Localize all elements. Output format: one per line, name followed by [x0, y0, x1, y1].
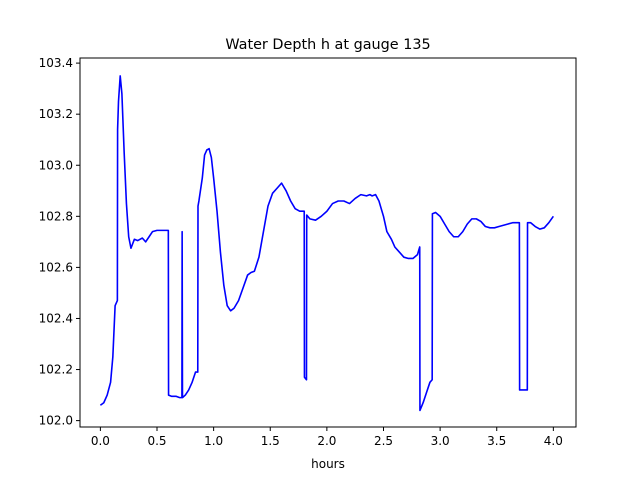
x-tick-label: 3.5: [487, 434, 506, 448]
y-axis: 102.0 102.2 102.4 102.6 102.8 103.0 103.2 103.4: [39, 56, 80, 428]
plot-frame: [79, 57, 577, 428]
x-tick-label: 1.5: [261, 434, 280, 448]
x-tick-label: 0.5: [147, 434, 166, 448]
y-tick-label: 103.0: [39, 158, 73, 172]
x-tick-label: 3.0: [431, 434, 450, 448]
y-tick-label: 102.6: [39, 260, 73, 274]
x-tick-label: 0.0: [91, 434, 110, 448]
y-tick-label: 102.2: [39, 363, 73, 377]
y-tick-label: 103.4: [39, 56, 73, 70]
chart-title: Water Depth h at gauge 135: [225, 37, 430, 53]
y-tick-label: 102.8: [39, 209, 73, 223]
series-line: [99, 75, 555, 412]
y-tick-label: 103.2: [39, 107, 73, 121]
x-tick-label: 4.0: [544, 434, 563, 448]
y-tick-label: 102.0: [39, 414, 73, 428]
x-tick-label: 2.0: [317, 434, 336, 448]
x-tick-label: 2.5: [374, 434, 393, 448]
x-axis: 0.0 0.5 1.0 1.5 2.0 2.5 3.0 3.5 4.0: [91, 427, 563, 448]
x-tick-label: 1.0: [204, 434, 223, 448]
y-tick-label: 102.4: [39, 311, 73, 325]
x-axis-label: hours: [311, 457, 345, 471]
